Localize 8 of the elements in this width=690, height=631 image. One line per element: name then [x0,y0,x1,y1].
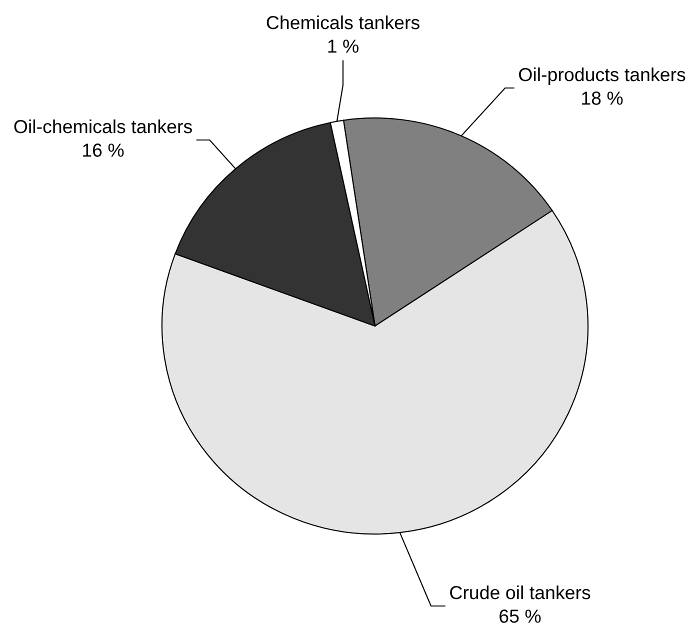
data-label: 16 % [83,144,124,157]
slice-label: Chemicals tankers [266,15,420,30]
slice-label: Oil-products tankers [519,67,686,85]
data-label: 18 % [582,92,623,105]
data-label: 65 % [500,610,541,623]
slice-label: Crude oil tankers [450,585,590,600]
data-label: 1 % [328,40,358,53]
slice-label: Oil-chemicals tankers [14,119,192,134]
